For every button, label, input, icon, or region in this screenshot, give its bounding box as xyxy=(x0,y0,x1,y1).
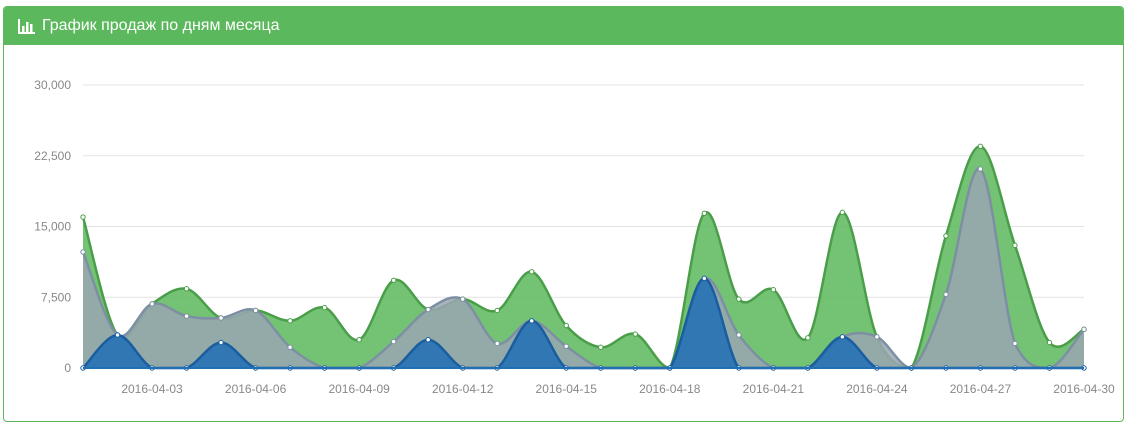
data-point xyxy=(874,334,880,340)
data-point xyxy=(977,166,984,172)
data-point xyxy=(701,210,708,216)
data-point xyxy=(1012,340,1018,347)
data-point xyxy=(218,339,224,346)
data-point xyxy=(1046,339,1053,346)
data-point xyxy=(563,343,569,350)
data-point xyxy=(183,286,190,292)
sales-area-chart: 0 7,500 15,000 22,500 30,000 2016-04-03 2016-0… xyxy=(34,78,1115,396)
x-tick-label: 2016-04-18 xyxy=(639,382,701,396)
data-point xyxy=(356,337,362,343)
x-tick-label: 2016-04-12 xyxy=(432,382,494,396)
data-point xyxy=(287,318,293,324)
data-point xyxy=(183,313,190,319)
data-point xyxy=(529,318,535,324)
data-point xyxy=(494,340,500,347)
data-point xyxy=(287,344,293,350)
data-point xyxy=(114,332,121,338)
bar-chart-icon xyxy=(18,18,36,34)
panel-title: График продаж по дням месяца xyxy=(42,17,280,34)
data-point xyxy=(425,337,431,343)
data-point xyxy=(390,338,397,345)
y-tick-label: 22,500 xyxy=(34,149,71,163)
data-point xyxy=(805,335,811,341)
data-point xyxy=(321,304,328,311)
data-point xyxy=(736,332,742,338)
x-tick-label: 2016-04-09 xyxy=(328,382,390,396)
y-tick-label: 7,500 xyxy=(41,290,71,304)
data-point xyxy=(943,291,949,298)
data-point xyxy=(1081,326,1087,333)
x-tick-label: 2016-04-06 xyxy=(225,382,287,396)
x-tick-label: 2016-04-27 xyxy=(950,382,1012,396)
sales-chart-panel: График продаж по дням месяца 0 7,500 15,00… xyxy=(3,6,1124,422)
series-area xyxy=(83,146,1084,368)
data-point xyxy=(390,277,397,283)
data-point xyxy=(943,233,949,239)
series-area xyxy=(83,168,1084,368)
y-tick-label: 30,000 xyxy=(34,78,71,92)
data-point xyxy=(218,315,224,321)
data-point xyxy=(598,344,604,350)
data-point xyxy=(701,275,708,282)
y-tick-label: 15,000 xyxy=(34,220,71,234)
data-point xyxy=(459,296,466,302)
data-point xyxy=(425,306,431,313)
data-point xyxy=(839,209,846,216)
series-area xyxy=(83,278,1084,368)
data-point xyxy=(529,269,535,275)
x-tick-label: 2016-04-24 xyxy=(846,382,908,396)
x-tick-label: 2016-04-21 xyxy=(743,382,805,396)
chart-area: 0 7,500 15,000 22,500 30,000 2016-04-03 2016-0… xyxy=(4,45,1123,421)
data-point xyxy=(770,287,777,293)
data-point xyxy=(977,143,984,150)
data-point xyxy=(494,307,500,314)
x-tick-label: 2016-04-15 xyxy=(536,382,598,396)
x-tick-label: 2016-04-03 xyxy=(121,382,183,396)
data-point xyxy=(80,214,86,220)
data-point xyxy=(252,307,259,314)
data-point xyxy=(149,301,155,307)
data-point xyxy=(632,331,638,337)
data-point xyxy=(80,249,86,255)
panel-heading: График продаж по дням месяца xyxy=(4,7,1123,45)
data-point xyxy=(736,296,742,302)
x-tick-label: 2016-04-30 xyxy=(1053,382,1115,396)
data-point xyxy=(563,322,569,329)
y-tick-label: 0 xyxy=(64,361,71,375)
data-point xyxy=(1012,242,1018,249)
data-point xyxy=(839,334,846,340)
